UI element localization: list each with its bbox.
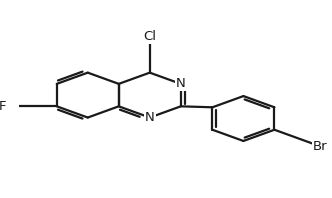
Text: F: F: [0, 100, 6, 113]
Text: N: N: [176, 77, 186, 90]
Text: Br: Br: [313, 140, 327, 153]
Text: N: N: [145, 111, 155, 124]
Text: Cl: Cl: [143, 30, 156, 43]
